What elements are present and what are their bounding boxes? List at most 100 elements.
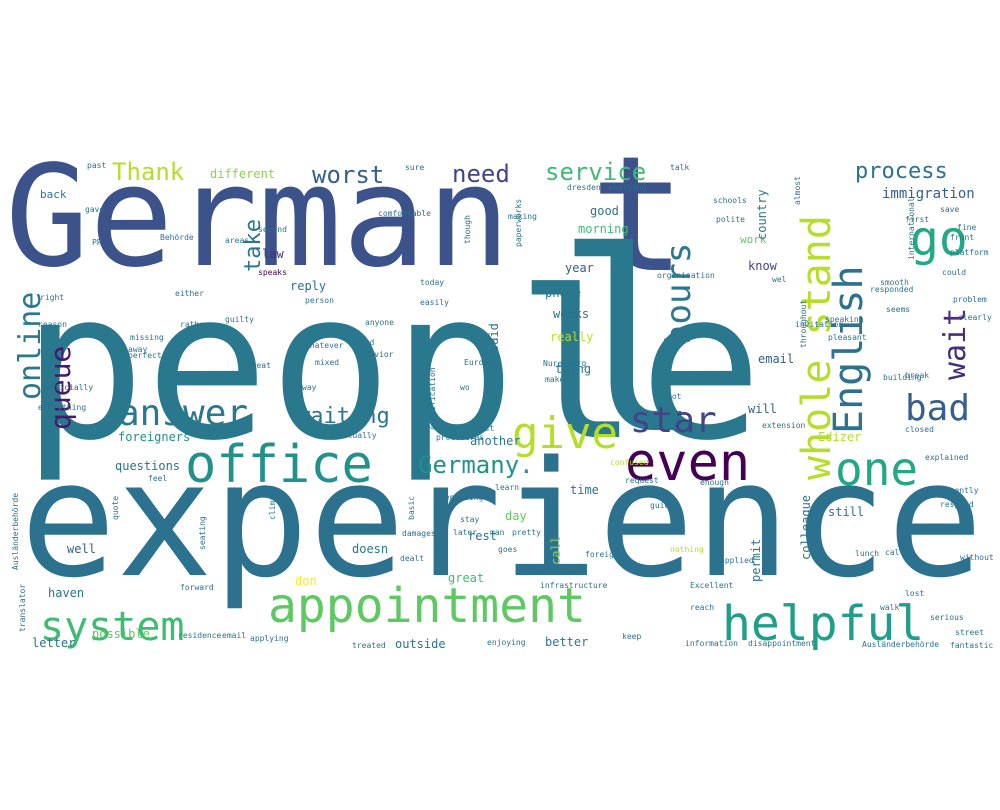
cloud-word: different [210,167,275,181]
cloud-word: back [40,188,67,201]
cloud-word: forward [180,583,214,592]
cloud-word: perfect [128,351,162,360]
cloud-word: reason [38,320,67,329]
cloud-word: immigration [882,186,975,202]
cloud-word: mixed [315,358,339,367]
cloud-word: though [463,215,472,244]
cloud-word: paperworks [514,199,523,247]
cloud-word: appointment [268,578,586,634]
cloud-word: dealt [400,554,424,563]
cloud-word: basic [407,496,416,520]
cloud-word: walk [880,603,899,612]
cloud-word: invitation [795,320,843,329]
cloud-word: smooth [880,278,909,287]
cloud-word: t [590,121,686,308]
cloud-word: waiting [297,404,390,429]
cloud-word: front [950,233,974,242]
cloud-word: lunch [855,549,879,558]
cloud-word: procedures [436,433,484,442]
cloud-word: fantastic [950,641,994,650]
cloud-word: experience [20,426,983,613]
cloud-word: l [555,198,706,489]
cloud-word: seems [886,305,910,314]
cloud-word: online [13,292,48,400]
cloud-word: away [128,345,147,354]
cloud-word: queue [44,346,77,430]
cloud-word: questions [115,459,180,473]
cloud-word: better [545,635,588,649]
cloud-word: work [740,233,767,246]
cloud-word: repeat [242,361,271,370]
cloud-word: recently [940,486,979,495]
cloud-word: serious [930,613,964,622]
cloud-word: certification [428,367,437,430]
cloud-word: Germany. [418,451,534,479]
cloud-word: guided [650,501,679,510]
cloud-word: helpful [722,596,924,652]
cloud-word: confused [610,458,649,467]
cloud-word: break [905,371,929,380]
cloud-word: areas [225,236,249,245]
cloud-word: wel [772,275,787,284]
cloud-word: climate [268,486,277,520]
cloud-word: office [185,435,373,495]
cloud-word: hard [355,338,374,347]
cloud-word: comfortable [378,209,431,218]
cloud-word: stay [460,515,479,524]
cloud-word: service [545,158,646,186]
cloud-word: either [175,289,204,298]
cloud-word: phone [545,286,581,300]
cloud-word: Edizer [818,430,861,444]
cloud-word: treated [352,641,386,650]
cloud-word: will [748,402,777,416]
cloud-word: thing [555,362,591,376]
cloud-word: lost [905,589,924,598]
cloud-word: explained [925,453,969,462]
cloud-word: called [885,548,914,557]
cloud-word: anything [608,183,647,192]
cloud-word: give [512,408,618,459]
cloud-word: rest [468,529,497,543]
cloud-word: haven [48,586,84,600]
cloud-word: go [910,211,968,267]
cloud-word: applying [250,634,289,643]
cloud-word: enjoying [487,638,526,647]
cloud-word: bad [905,388,970,429]
cloud-word: still [828,505,864,519]
cloud-word: keep [622,632,641,641]
cloud-word: learn [495,483,519,492]
cloud-word: know [748,259,778,273]
cloud-word: infrastructure [540,581,608,590]
cloud-word: behavior [355,350,394,359]
cloud-word: closed [905,425,934,434]
cloud-word: fast [475,424,494,433]
cloud-word: wait [938,308,973,380]
cloud-word: letter [32,636,75,650]
cloud-word: email [758,352,794,366]
cloud-word: need [452,160,510,188]
cloud-word: colleague [799,495,813,560]
cloud-word: Europe [464,358,493,367]
cloud-word: seating [198,516,207,550]
cloud-word: time [570,483,599,497]
cloud-word: outside [395,637,446,651]
cloud-word: everything [38,403,86,412]
cloud-word: building [883,373,922,382]
cloud-word: throughout [799,300,808,348]
cloud-word: talk [670,163,689,172]
cloud-word: Behörde [160,233,194,242]
cloud-word: platform [950,248,989,257]
cloud-word: reply [290,279,326,293]
cloud-word: easily [420,298,449,307]
cloud-word: don [295,574,317,588]
cloud-word: translator [18,584,27,632]
cloud-word: answer [118,393,248,434]
cloud-word: past [87,161,106,170]
cloud-word: street [955,628,984,637]
cloud-word: without [960,553,994,562]
cloud-word: law [262,247,284,261]
cloud-word: good [590,204,619,218]
cloud-word: way [302,383,317,392]
cloud-word: fine [957,223,976,232]
